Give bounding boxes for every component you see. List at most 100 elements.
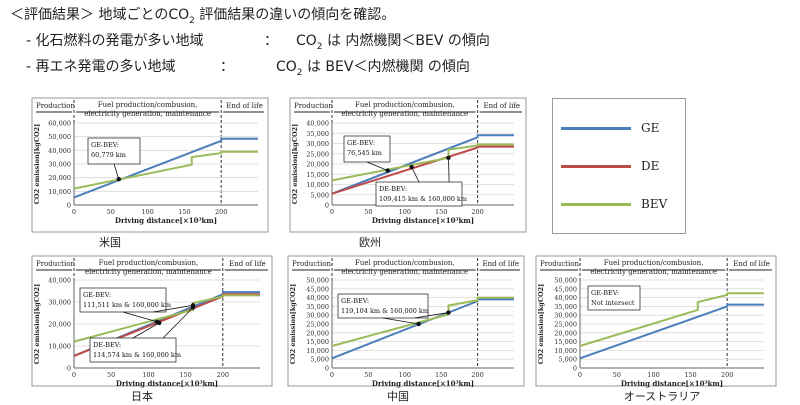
series-line-bev: [73, 294, 260, 343]
header-sub: 2: [189, 15, 195, 26]
annotation-value: 111,511 km & 160,000 km: [83, 301, 171, 309]
annotation-title: DE-BEV:: [379, 185, 407, 193]
annotation-title: GE-BEV:: [347, 139, 375, 147]
legend-swatch-bev: [561, 203, 631, 206]
annotation-leader: [113, 163, 120, 180]
y-tick-label: 20,000: [48, 321, 71, 329]
phase-label-eol: End of life: [733, 260, 770, 268]
header-line-1: ＜評価結果＞ 地域ごとのCO2 評価結果の違いの傾向を確認。: [10, 4, 395, 26]
line2-result: CO2 は 内燃機関＜BEV の傾向: [296, 33, 490, 52]
series-line-bev: [331, 143, 514, 182]
annotation-leader: [366, 161, 388, 171]
y-tick-label: 0: [325, 202, 329, 210]
x-axis-title: Driving distance[×10³km]: [372, 216, 474, 225]
annotation-title: GE-BEV:: [83, 291, 111, 299]
x-tick-label: 0: [72, 371, 76, 379]
phase-label-fuel: Fuel production/combusion,: [604, 259, 704, 267]
y-tick-label: 40,000: [554, 294, 577, 302]
series-line-ge: [73, 291, 260, 357]
y-tick-label: 5,000: [558, 356, 577, 364]
y-tick-label: 15,000: [306, 171, 329, 179]
y-tick-label: 0: [67, 365, 71, 373]
x-axis-title: Driving distance[×10³km]: [621, 379, 723, 388]
phase-label-production: Production: [36, 260, 75, 268]
y-tick-label: 0: [325, 365, 329, 373]
y-tick-label: 15,000: [306, 338, 329, 346]
x-axis-title: Driving distance[×10³km]: [115, 216, 217, 225]
phase-label-fuel: Fuel production/combusion,: [355, 101, 455, 109]
phase-label-production: Production: [292, 260, 331, 268]
intersection-marker: [385, 168, 390, 173]
y-tick-label: 20,000: [48, 174, 71, 182]
y-tick-label: 30,000: [306, 312, 329, 320]
annotation-box: [587, 285, 641, 311]
y-tick-label: 25,000: [306, 150, 329, 158]
x-tick-label: 50: [364, 371, 372, 379]
x-axis-title: Driving distance[×10³km]: [116, 379, 218, 388]
y-tick-label: 10,000: [48, 343, 71, 351]
x-tick-label: 200: [217, 371, 229, 379]
annotation-leader: [448, 157, 450, 183]
phase-label-eol: End of life: [483, 260, 520, 268]
annotation-title: DE-BEV:: [93, 341, 121, 349]
y-tick-label: 50,000: [306, 277, 329, 285]
y-tick-label: 35,000: [306, 130, 329, 138]
chart-panel-3: Production Fuel production/combusion,elec…: [287, 255, 525, 388]
y-tick-label: 30,000: [48, 299, 71, 307]
header-bracket: ＜評価結果＞: [10, 7, 94, 23]
phase-label-fuel: Fuel production/combusion,: [98, 101, 198, 109]
phase-label-fuel: Fuel production/combusion,: [99, 259, 199, 267]
x-tick-label: 100: [142, 371, 154, 379]
series-line-de: [331, 145, 514, 195]
y-tick-label: 40,000: [48, 277, 71, 285]
y-tick-label: 50,000: [554, 277, 577, 285]
y-tick-label: 35,000: [554, 303, 577, 311]
annotation-leader: [162, 307, 194, 339]
annotation-box: [79, 287, 167, 313]
x-tick-label: 150: [178, 208, 190, 216]
x-tick-label: 150: [435, 208, 447, 216]
panel-frame: [287, 255, 525, 387]
header-title-b: 評価結果の違いの傾向を確認。: [194, 7, 396, 23]
y-tick-label: 40,000: [306, 294, 329, 302]
x-tick-label: 150: [435, 371, 447, 379]
y-tick-label: 20,000: [554, 329, 577, 337]
y-tick-label: 30,000: [306, 140, 329, 148]
x-tick-label: 100: [399, 208, 411, 216]
x-tick-label: 50: [107, 371, 115, 379]
annotation-value: 76,545 km: [347, 149, 382, 157]
phase-label-fuel-2: electricity generation, maintenance: [341, 268, 468, 276]
series-line-ge: [579, 303, 764, 360]
y-tick-label: 45,000: [306, 285, 329, 293]
phase-label-fuel-2: electricity generation, maintenance: [590, 268, 717, 276]
y-tick-label: 0: [573, 365, 577, 373]
annotation-leader: [411, 166, 420, 183]
y-axis-title: CO2 emission[kgCO2]: [33, 124, 41, 205]
phase-label-eol: End of life: [229, 260, 266, 268]
x-tick-label: 150: [179, 371, 191, 379]
y-axis-title: CO2 emission[kgCO2]: [33, 284, 41, 365]
intersection-marker: [446, 310, 451, 315]
x-tick-label: 200: [471, 208, 483, 216]
annotation-leader: [122, 311, 158, 323]
y-tick-label: 40,000: [306, 120, 329, 128]
x-tick-label: 50: [613, 371, 621, 379]
series-line-bev: [331, 296, 514, 347]
phase-label-production: Production: [36, 102, 75, 110]
y-tick-label: 10,000: [554, 347, 577, 355]
x-tick-label: 100: [399, 371, 411, 379]
phase-label-fuel: Fuel production/combusion,: [355, 259, 455, 267]
y-tick-label: 20,000: [306, 161, 329, 169]
y-tick-label: 15,000: [554, 338, 577, 346]
panel-frame: [535, 255, 777, 387]
x-tick-label: 150: [684, 371, 696, 379]
x-tick-label: 0: [330, 208, 334, 216]
chart-panel-2: Production Fuel production/combusion,elec…: [31, 255, 273, 388]
phase-label-fuel-2: electricity generation, maintenance: [84, 110, 211, 118]
panel-frame: [31, 97, 269, 233]
phase-label-eol: End of life: [226, 102, 263, 110]
y-axis-title: CO2 emission[kgCO2]: [291, 124, 299, 205]
y-tick-label: 20,000: [306, 329, 329, 337]
phase-label-production: Production: [540, 260, 579, 268]
